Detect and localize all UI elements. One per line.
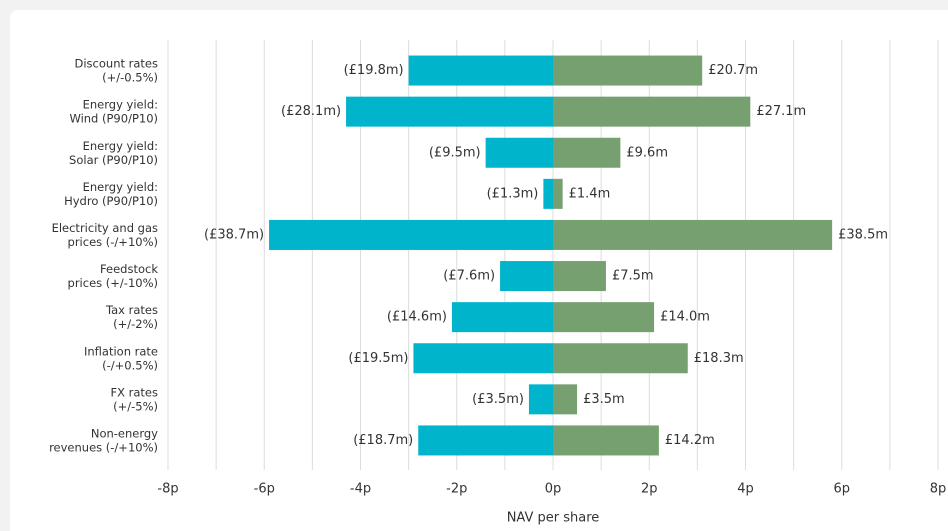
bar bbox=[553, 137, 621, 168]
x-tick-label: 2p bbox=[641, 482, 658, 497]
x-tick-label: 8p bbox=[930, 482, 947, 497]
bar-label: £27.1m bbox=[756, 104, 806, 119]
bar bbox=[553, 219, 833, 250]
bar-label: £38.5m bbox=[838, 227, 888, 242]
bar bbox=[553, 302, 655, 333]
bar bbox=[346, 96, 553, 127]
bar bbox=[451, 302, 553, 333]
bar bbox=[553, 178, 563, 209]
bar-label: (£18.7m) bbox=[353, 433, 413, 448]
category-label: Non-energy revenues (-/+10%) bbox=[49, 426, 158, 454]
bar-label: £14.2m bbox=[665, 433, 715, 448]
category-label: FX rates (+/-5%) bbox=[111, 385, 159, 413]
bar-label: (£9.5m) bbox=[429, 145, 481, 160]
x-tick-label: 6p bbox=[833, 482, 850, 497]
bar bbox=[500, 261, 553, 292]
x-tick-label: 4p bbox=[737, 482, 754, 497]
bar bbox=[413, 343, 553, 374]
bar bbox=[269, 219, 553, 250]
x-axis-title: NAV per share bbox=[507, 511, 600, 526]
bar bbox=[553, 425, 659, 456]
bar bbox=[553, 55, 703, 86]
bar-label: £1.4m bbox=[569, 186, 611, 201]
category-label: Discount rates (+/-0.5%) bbox=[75, 56, 159, 84]
category-label: Energy yield: Wind (P90/P10) bbox=[69, 97, 158, 125]
bar-label: (£28.1m) bbox=[281, 104, 341, 119]
bar-label: £18.3m bbox=[694, 351, 744, 366]
bar bbox=[528, 384, 553, 415]
bar-label: (£19.8m) bbox=[344, 63, 404, 78]
bar-label: (£14.6m) bbox=[387, 310, 447, 325]
category-label: Tax rates (+/-2%) bbox=[105, 303, 158, 331]
category-label: Energy yield: Solar (P90/P10) bbox=[69, 138, 158, 166]
bar-label: £7.5m bbox=[612, 269, 654, 284]
bar-label: £3.5m bbox=[583, 392, 625, 407]
bar-label: (£19.5m) bbox=[348, 351, 408, 366]
category-label: Energy yield: Hydro (P90/P10) bbox=[64, 179, 158, 207]
category-label: Inflation rate (-/+0.5%) bbox=[84, 344, 158, 372]
bar-label: (£7.6m) bbox=[443, 269, 495, 284]
category-label: Feedstock prices (+/-10%) bbox=[68, 262, 159, 290]
x-tick-label: 0p bbox=[545, 482, 562, 497]
bar-label: £14.0m bbox=[660, 310, 710, 325]
bar-label: £9.6m bbox=[626, 145, 668, 160]
bar-label: £20.7m bbox=[708, 63, 758, 78]
x-tick-label: -6p bbox=[254, 482, 275, 497]
x-tick-label: -8p bbox=[157, 482, 178, 497]
category-label: Electricity and gas prices (-/+10%) bbox=[52, 220, 158, 248]
bar bbox=[408, 55, 553, 86]
bar bbox=[553, 96, 751, 127]
bar bbox=[485, 137, 553, 168]
bar bbox=[553, 384, 578, 415]
bar bbox=[418, 425, 553, 456]
bar bbox=[553, 261, 606, 292]
bar bbox=[553, 343, 688, 374]
bar bbox=[543, 178, 553, 209]
bar-label: (£38.7m) bbox=[204, 227, 264, 242]
panel bbox=[10, 10, 948, 531]
x-tick-label: -4p bbox=[350, 482, 371, 497]
x-tick-label: -2p bbox=[446, 482, 467, 497]
bar-label: (£3.5m) bbox=[472, 392, 524, 407]
bar-label: (£1.3m) bbox=[487, 186, 539, 201]
